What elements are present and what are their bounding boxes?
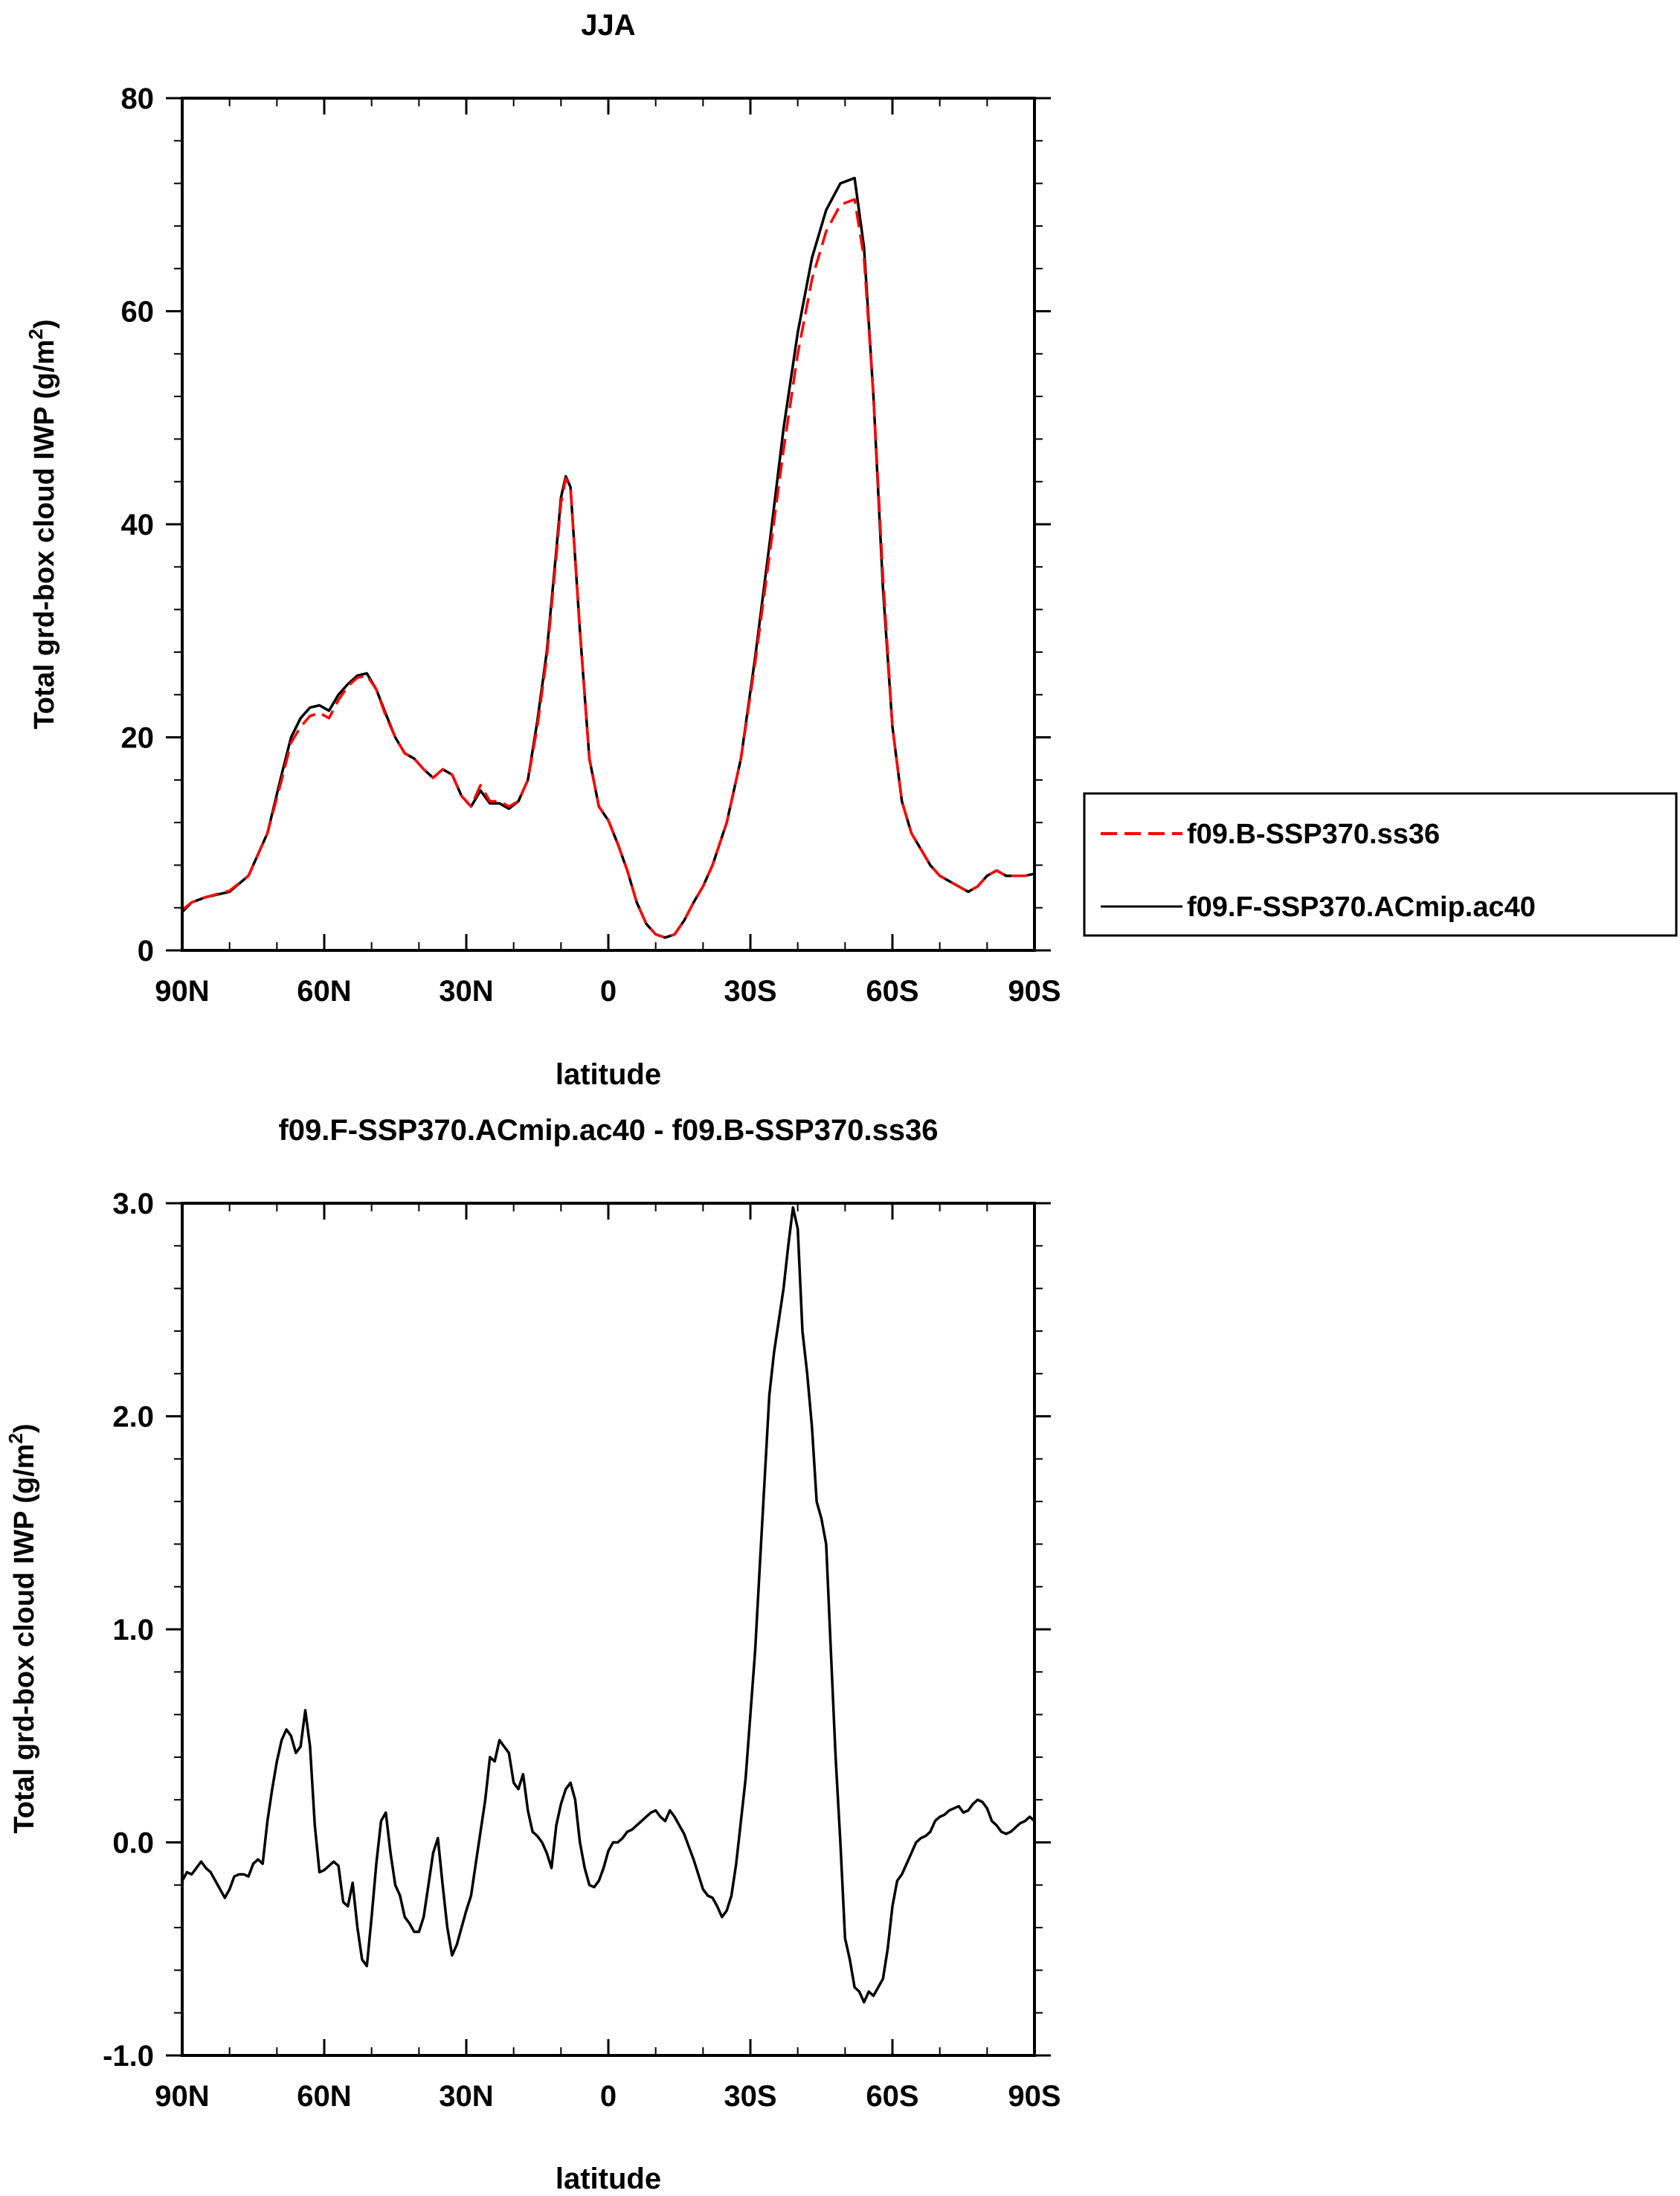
x-tick-label: 30S: [724, 2080, 776, 2113]
y-tick-label: 40: [121, 509, 155, 541]
panel-1-x-axis-label: latitude: [556, 1058, 661, 1091]
y-tick-label: -1.0: [103, 2040, 154, 2073]
x-tick-label: 90S: [1008, 975, 1061, 1008]
x-tick-label: 0: [600, 2080, 617, 2113]
y-tick-label: 0: [138, 935, 154, 967]
panel-2-frame: [181, 1202, 1036, 2057]
panel-1: JJA Total grd-box cloud IWP (g/m2) latit…: [25, 9, 1061, 1091]
y-tick-label: 0.0: [112, 1827, 154, 1860]
legend-box: [1083, 792, 1678, 937]
y-tick-label: 1.0: [112, 1614, 154, 1646]
panel-2-plot: 90N 60N 30N 0 30S 60S 90S -1.0 0.0 1.0 2.0 3.0: [103, 1188, 1061, 2113]
legend-label-series-2: f09.F-SSP370.ACmip.ac40: [1187, 892, 1536, 923]
y-tick-label: 80: [121, 83, 155, 115]
x-tick-label: 60S: [866, 2080, 918, 2113]
legend-label-series-1: f09.B-SSP370.ss36: [1187, 819, 1440, 850]
y-tick-label: 20: [121, 722, 155, 755]
panel-1-plot: 90N 60N 30N 0 30S 60S 90S 0 20 40 60 80: [121, 83, 1061, 1008]
panel-2-y-axis-label: Total grd-box cloud IWP (g/m2): [4, 1423, 40, 1833]
y-tick-label: 3.0: [112, 1188, 154, 1220]
panel-2: f09.F-SSP370.ACmip.ac40 - f09.B-SSP370.s…: [4, 1114, 1061, 2195]
x-tick-label: 60N: [297, 975, 351, 1008]
panel-2-x-axis-label: latitude: [556, 2163, 661, 2195]
series-line-1: [181, 198, 1035, 939]
x-tick-label: 60N: [297, 2080, 351, 2113]
y-tick-label: 60: [121, 296, 155, 329]
legend: f09.B-SSP370.ss36 f09.F-SSP370.ACmip.ac4…: [1083, 792, 1678, 937]
x-tick-label: 90N: [155, 975, 209, 1008]
series-line-1: [181, 1205, 1036, 2004]
panel-1-frame: [181, 97, 1036, 952]
x-tick-label: 90N: [155, 2080, 209, 2113]
panel-2-title: f09.F-SSP370.ACmip.ac40 - f09.B-SSP370.s…: [278, 1114, 938, 1147]
x-tick-label: 60S: [866, 975, 918, 1008]
panel-1-title: JJA: [581, 9, 635, 42]
x-tick-label: 30N: [439, 975, 493, 1008]
x-tick-label: 90S: [1008, 2080, 1061, 2113]
x-tick-label: 30S: [724, 975, 776, 1008]
panel-1-y-axis-label: Total grd-box cloud IWP (g/m2): [25, 319, 60, 729]
x-tick-label: 0: [600, 975, 617, 1008]
y-tick-label: 2.0: [112, 1401, 154, 1434]
x-tick-label: 30N: [439, 2080, 493, 2113]
